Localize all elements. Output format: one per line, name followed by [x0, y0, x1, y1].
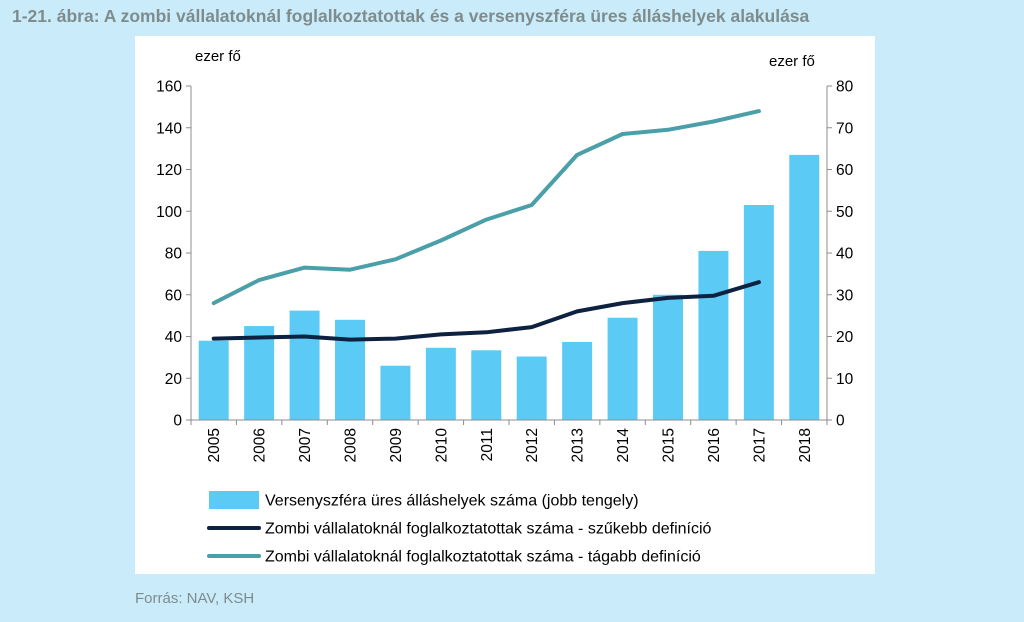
x-tick-label: 2013: [570, 428, 587, 462]
bar-2005: [198, 340, 229, 420]
legend-label: Zombi vállalatoknál foglalkoztatottak sz…: [265, 521, 712, 538]
left-tick-label: 100: [156, 204, 182, 221]
bar-2007: [289, 310, 320, 420]
right-tick-label: 0: [836, 413, 845, 430]
right-tick-label: 80: [836, 79, 854, 96]
legend-label: Versenyszféra üres álláshelyek száma (jo…: [265, 493, 639, 510]
right-tick-label: 50: [836, 204, 854, 221]
x-tick-label: 2008: [343, 428, 360, 462]
left-tick-label: 60: [165, 287, 183, 304]
x-tick-label: 2006: [252, 428, 269, 462]
line-series-2: [211, 109, 761, 306]
left-tick-label: 160: [156, 79, 182, 96]
bar-2010: [425, 347, 456, 420]
bar-2013: [562, 341, 593, 420]
right-tick-label: 10: [836, 371, 854, 388]
left-tick-label: 20: [165, 371, 183, 388]
x-tick-label: 2015: [661, 428, 678, 462]
right-tick-label: 70: [836, 120, 854, 137]
left-tick-label: 140: [156, 120, 182, 137]
chart-panel: ezer fő ezer fő 0 20 40 60 80 100 120 140 160 0 10…: [135, 36, 875, 574]
chart-svg: ezer fő ezer fő 0 20 40 60 80 100 120 140 160 0 10…: [156, 48, 853, 566]
right-tick-label: 30: [836, 287, 854, 304]
bar-series: [198, 154, 820, 420]
right-tick-label: 60: [836, 162, 854, 179]
bar-2009: [380, 365, 411, 420]
bar-2015: [653, 294, 683, 420]
right-axis-unit: ezer fő: [769, 53, 815, 70]
source-note: Forrás: NAV, KSH: [135, 590, 255, 607]
right-tick-label: 20: [836, 329, 854, 346]
left-tick-label: 0: [173, 413, 182, 430]
left-tick-label: 40: [165, 329, 183, 346]
x-tick-label: 2016: [706, 428, 723, 462]
left-axis-unit: ezer fő: [195, 48, 241, 65]
left-tick-label: 120: [156, 162, 182, 179]
bar-2008: [335, 319, 365, 420]
legend-label: Zombi vállalatoknál foglalkoztatottak sz…: [265, 549, 701, 566]
bar-2014: [607, 317, 638, 420]
bar-2016: [698, 250, 729, 420]
x-tick-label: 2005: [206, 428, 223, 462]
x-tick-label: 2009: [388, 428, 405, 462]
axes: 0 20 40 60 80 100 120 140 160 0 10 20 30 40 50 60 70 80 20…: [156, 79, 853, 463]
bar-2012: [516, 356, 547, 420]
left-tick-label: 80: [165, 246, 183, 263]
x-tick-label: 2017: [751, 428, 768, 462]
x-tick-label: 2018: [797, 428, 814, 462]
figure-title: 1-21. ábra: A zombi vállalatoknál foglal…: [12, 6, 810, 26]
x-tick-label: 2010: [433, 428, 450, 463]
x-tick-label: 2007: [297, 428, 314, 462]
line-series: [211, 109, 761, 342]
right-tick-label: 40: [836, 246, 854, 263]
legend: Versenyszféra üres álláshelyek száma (jo…: [207, 491, 712, 566]
bar-2011: [471, 350, 502, 420]
bar-2017: [743, 204, 774, 420]
bar-2018: [789, 154, 820, 420]
x-tick-label: 2014: [615, 428, 632, 463]
x-tick-label: 2012: [524, 428, 541, 462]
legend-swatch-bar: [209, 491, 259, 509]
bar-2006: [244, 326, 275, 420]
x-tick-label: 2011: [479, 428, 496, 461]
line-series-1: [211, 280, 761, 342]
